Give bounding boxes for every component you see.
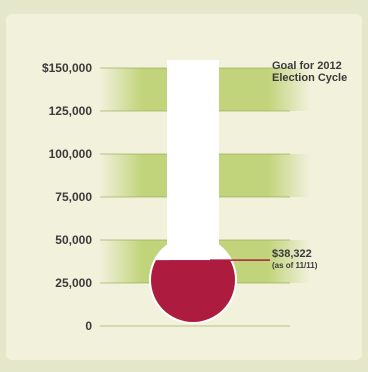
goal-label-line1: Goal for 2012 [272,60,342,72]
goal-label-line2: Election Cycle [272,72,347,84]
current-date-label: (as of 11/11) [272,261,318,270]
fill-level [151,260,235,322]
tick-label: 125,000 [49,104,93,118]
tick-label: 100,000 [49,147,93,161]
tick-label: $150,000 [42,61,92,75]
tick-label: 75,000 [55,190,92,204]
fill-column [169,260,217,280]
tick-label: 0 [85,319,92,333]
current-value-label: $38,322 [272,248,312,260]
tick-label: 25,000 [55,276,92,290]
tick-label: 50,000 [55,233,92,247]
